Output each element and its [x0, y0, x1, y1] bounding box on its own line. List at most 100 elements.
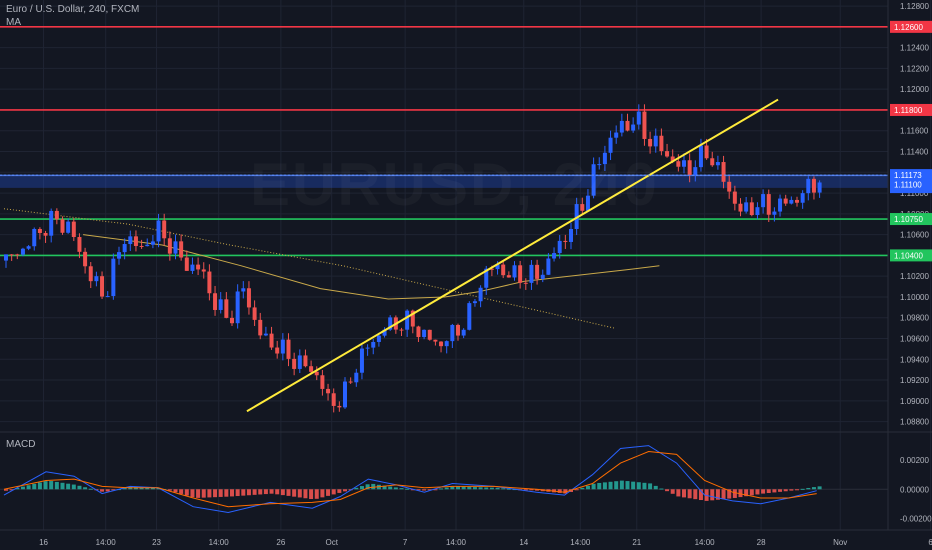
macd-axis-label: -0.00200	[900, 514, 932, 523]
macd-histogram-bar	[32, 483, 37, 490]
candle-body	[280, 339, 285, 354]
candle-body	[710, 158, 715, 166]
candle	[150, 235, 155, 249]
candle	[9, 254, 14, 261]
macd-histogram-bar	[670, 489, 675, 494]
macd-histogram-bar	[597, 482, 602, 490]
candle-body	[275, 347, 280, 354]
candle	[642, 104, 647, 146]
candle	[218, 292, 223, 314]
candle	[659, 128, 664, 156]
macd-histogram-bar	[682, 489, 686, 498]
candle-body	[71, 221, 76, 238]
candle	[653, 128, 658, 153]
candle	[557, 235, 562, 259]
macd-histogram-bar	[523, 489, 528, 491]
candle	[230, 310, 234, 326]
ma-legend[interactable]: MA	[6, 17, 21, 28]
resistance-zone	[0, 175, 888, 188]
candle-body	[15, 254, 20, 256]
candle-body	[117, 252, 121, 259]
macd-histogram-bar	[196, 489, 201, 498]
candle	[427, 329, 432, 341]
time-axis-label: 7	[403, 538, 408, 547]
macd-histogram-bar	[60, 482, 65, 490]
candle-body	[66, 221, 71, 233]
candle-body	[484, 268, 489, 288]
candle-body	[173, 241, 178, 254]
macd-histogram-bar	[766, 489, 771, 494]
macd-histogram-bar	[665, 489, 670, 492]
current-price-tag: 1.11173	[890, 169, 932, 182]
candle-body	[506, 275, 511, 278]
macd-histogram-bar	[439, 488, 444, 490]
candle	[535, 259, 540, 285]
macd-histogram-bar	[258, 489, 263, 495]
candle	[800, 190, 805, 209]
candle	[789, 196, 794, 205]
candle-body	[263, 333, 268, 336]
candle	[71, 218, 76, 242]
price-axis-label: 1.09200	[900, 376, 929, 385]
price-axis-label: 1.12200	[900, 64, 929, 73]
candle	[269, 326, 274, 350]
macd-histogram-bar	[563, 489, 568, 494]
candle	[501, 260, 506, 279]
macd-histogram-bar	[738, 489, 743, 498]
candle	[636, 104, 641, 130]
macd-histogram-bar	[749, 489, 754, 496]
candle-body	[761, 194, 766, 208]
candle-body	[811, 178, 816, 193]
candle	[263, 326, 268, 337]
candle	[399, 327, 404, 337]
level-price-tag-label: 1.12600	[894, 23, 923, 32]
candle-body	[292, 358, 297, 369]
chart-title[interactable]: Euro / U.S. Dollar, 240, FXCM	[6, 4, 140, 15]
macd-histogram-bar	[698, 489, 703, 501]
macd-histogram-bar	[66, 483, 71, 490]
macd-legend[interactable]: MACD	[6, 439, 36, 450]
candle	[687, 153, 692, 183]
candle-body	[687, 160, 692, 175]
candle-body	[179, 241, 184, 258]
candle	[478, 285, 483, 308]
candle	[371, 338, 376, 355]
macd-histogram-bar	[184, 489, 189, 496]
candle	[190, 257, 195, 274]
candle-body	[766, 194, 771, 215]
candle	[111, 253, 116, 300]
candle	[433, 339, 438, 346]
candle	[224, 292, 229, 319]
level-price-tag: 1.11800	[890, 103, 932, 116]
time-axis-label: Oct	[325, 538, 338, 547]
macd-histogram-bar	[343, 489, 347, 492]
candle	[744, 196, 749, 214]
candle-body	[314, 371, 319, 376]
macd-histogram-bar	[648, 483, 653, 490]
candle-body	[246, 288, 251, 308]
candle	[540, 269, 545, 283]
macd-histogram-bar	[585, 485, 590, 490]
candle-body	[563, 240, 568, 242]
candle	[738, 198, 743, 217]
macd-histogram-bar	[636, 482, 641, 490]
candle-body	[597, 164, 602, 166]
candle-body	[749, 202, 754, 216]
candle-body	[422, 329, 427, 338]
macd-histogram-bar	[467, 486, 472, 490]
candle-body	[659, 135, 664, 152]
candle-body	[648, 138, 653, 147]
macd-histogram-bar	[710, 489, 715, 501]
candle	[54, 208, 59, 225]
resistance-zone-tag-bg	[890, 178, 932, 191]
candle-body	[574, 204, 579, 229]
macd-histogram-bar	[410, 489, 415, 491]
current-price-tag-label: 1.11173	[894, 171, 922, 180]
macd-histogram-bar	[9, 489, 14, 491]
time-axis-label: 16	[39, 538, 48, 547]
macd-histogram-bar	[574, 489, 579, 491]
candle	[591, 157, 596, 199]
macd-histogram-bar	[230, 489, 234, 497]
resistance-zone-tag-label: 1.11100	[894, 181, 922, 190]
